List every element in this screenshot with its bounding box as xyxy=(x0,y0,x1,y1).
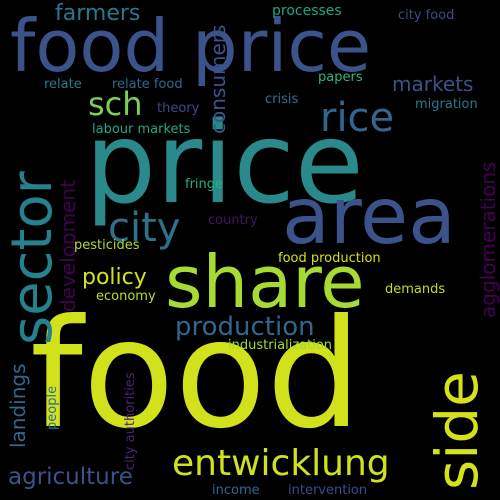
word-sch: sch xyxy=(88,85,143,123)
word-entwicklung: entwicklung xyxy=(172,443,390,484)
word-country: country xyxy=(208,213,258,228)
word-labour-markets: labour markets xyxy=(92,122,191,137)
word-city-food: city food xyxy=(398,8,455,23)
word-migration: migration xyxy=(415,97,478,112)
word-food-production: food production xyxy=(278,251,381,266)
word-city-authorities: city authorities xyxy=(123,372,138,470)
word-food: food xyxy=(30,288,362,462)
word-relate-food: relate food xyxy=(112,77,183,92)
word-consumers: consumers xyxy=(206,24,230,134)
word-agriculture: agriculture xyxy=(8,464,133,490)
word-processes: processes xyxy=(272,3,342,19)
word-industrialization: industrialization xyxy=(228,338,333,353)
word-intervention: intervention xyxy=(288,483,368,498)
word-sector: sector xyxy=(0,171,65,345)
word-income: income xyxy=(212,483,260,498)
word-production: production xyxy=(175,312,315,342)
word-agglomerations: agglomerations xyxy=(476,161,500,318)
word-rice: rice xyxy=(320,95,395,141)
word-pesticides: pesticides xyxy=(74,238,140,253)
word-fringe: fringe xyxy=(185,177,224,192)
word-landings: landings xyxy=(6,363,30,448)
word-theory: theory xyxy=(157,101,200,116)
word-food-price: food price xyxy=(10,4,372,88)
word-area: area xyxy=(282,172,456,262)
word-economy: economy xyxy=(96,289,156,304)
word-price: price xyxy=(85,99,364,229)
word-side: side xyxy=(423,371,491,490)
word-farmers: farmers xyxy=(55,1,141,26)
word-people: people xyxy=(45,385,60,430)
word-markets: markets xyxy=(392,72,474,96)
word-policy: policy xyxy=(82,265,147,290)
word-city: city xyxy=(108,205,181,251)
word-relate: relate xyxy=(44,77,82,92)
word-papers: papers xyxy=(318,70,363,85)
word-share: share xyxy=(165,240,365,324)
word-crisis: crisis xyxy=(265,92,299,107)
word-demands: demands xyxy=(385,282,446,297)
